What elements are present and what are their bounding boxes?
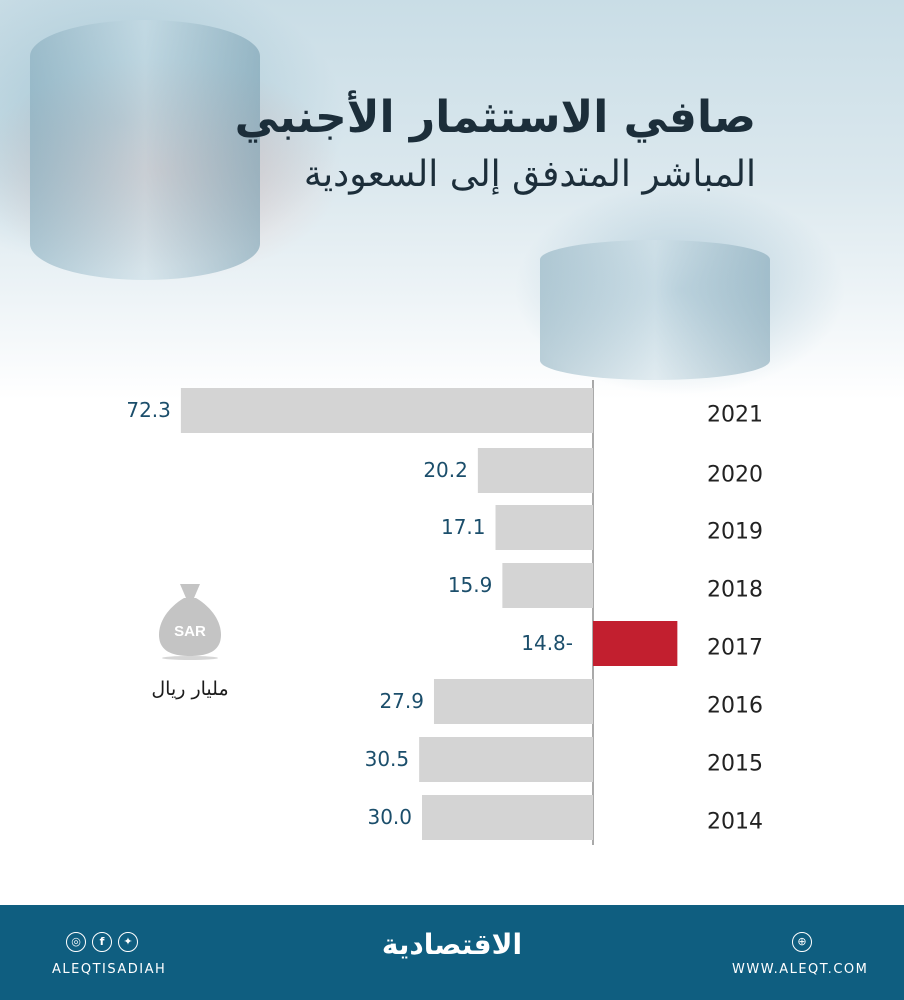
unit-label: مليار ريال [151, 678, 229, 700]
facebook-icon[interactable]: f [92, 932, 112, 952]
bar-2018 [502, 563, 593, 608]
year-label-2019: 2019 [707, 520, 763, 545]
social-icons: ◎ f ✦ [66, 932, 138, 952]
bar-2021 [180, 388, 593, 433]
bar-chart: 72.3 2021 20.2 2020 17.1 2019 15.9 2018 14.8- 201… [126, 380, 763, 845]
value-label-2017: 14.8- [521, 631, 573, 655]
year-label-2014: 2014 [707, 810, 763, 835]
value-label-2021: 72.3 [126, 398, 171, 422]
bar-2017 [593, 621, 678, 666]
coin-stack-right [540, 240, 770, 380]
bar-2014 [422, 795, 593, 840]
value-label-2016: 27.9 [379, 689, 424, 713]
value-label-2014: 30.0 [367, 805, 412, 829]
year-label-2021: 2021 [707, 403, 763, 428]
bar-2015 [419, 737, 593, 782]
header-background [0, 0, 904, 400]
bar-2016 [433, 679, 593, 724]
website-link[interactable]: WWW.ALEQT.COM [732, 962, 869, 977]
value-label-2018: 15.9 [448, 573, 493, 597]
coin-stack-left [30, 20, 260, 280]
footer-bar [0, 905, 904, 1000]
value-label-2019: 17.1 [441, 515, 486, 539]
brand-logo: الاقتصادية [381, 928, 523, 961]
chart-title-line-2: المباشر المتدفق إلى السعودية [303, 154, 756, 195]
year-label-2018: 2018 [707, 578, 763, 603]
value-label-2015: 30.5 [365, 747, 410, 771]
instagram-icon[interactable]: ◎ [66, 932, 86, 952]
social-handle[interactable]: ALEQTISADIAH [52, 962, 167, 977]
twitter-icon[interactable]: ✦ [118, 932, 138, 952]
bar-2019 [495, 505, 593, 550]
year-label-2015: 2015 [707, 752, 763, 777]
money-bag-icon: SAR [159, 584, 221, 660]
bar-2020 [477, 448, 593, 493]
globe-icon: ⊕ [792, 932, 812, 952]
value-label-2020: 20.2 [423, 458, 468, 482]
svg-text:SAR: SAR [174, 623, 206, 640]
year-label-2020: 2020 [707, 463, 763, 488]
chart-title-line-1: صافي الاستثمار الأجنبي [234, 92, 756, 143]
year-label-2016: 2016 [707, 694, 763, 719]
year-label-2017: 2017 [707, 636, 763, 661]
